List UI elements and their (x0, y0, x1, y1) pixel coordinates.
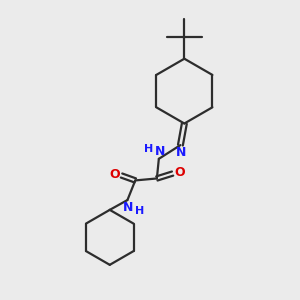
Text: H: H (144, 144, 154, 154)
Text: N: N (176, 146, 187, 159)
Text: O: O (174, 166, 185, 179)
Text: N: N (123, 201, 134, 214)
Text: H: H (135, 206, 144, 216)
Text: N: N (154, 145, 165, 158)
Text: O: O (110, 168, 120, 181)
